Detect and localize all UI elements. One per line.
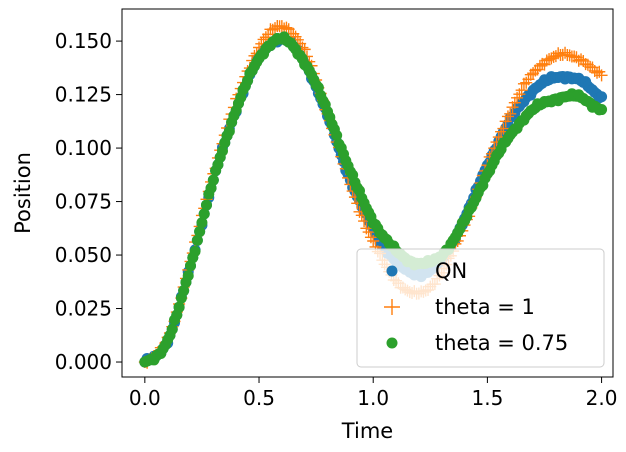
legend-box — [356, 248, 605, 368]
data-point — [508, 96, 521, 109]
legend-label: theta = 1 — [435, 295, 535, 319]
y-tick-label: 0.150 — [55, 29, 112, 53]
data-point — [331, 129, 343, 141]
data-point — [166, 323, 178, 335]
data-point — [194, 226, 206, 238]
y-tick-label: 0.050 — [55, 243, 112, 267]
data-point — [196, 217, 208, 229]
legend-label: QN — [435, 259, 467, 283]
data-point — [200, 199, 212, 211]
data-point — [515, 84, 528, 97]
data-point — [198, 208, 210, 220]
data-point — [495, 125, 508, 138]
x-tick-label: 0.5 — [243, 386, 275, 410]
data-point — [207, 174, 219, 186]
y-tick-label: 0.025 — [55, 297, 112, 321]
y-tick-label: 0.125 — [55, 83, 112, 107]
data-point — [191, 234, 203, 246]
legend-marker — [386, 265, 398, 277]
data-point — [287, 27, 300, 40]
y-axis-label: Position — [11, 152, 35, 234]
x-axis-label: Time — [341, 419, 393, 443]
legend: QN theta = 1 theta = 0.75 — [356, 248, 605, 368]
data-point — [362, 226, 375, 239]
data-point — [497, 122, 510, 135]
axes: 0.0 0.5 1.0 1.5 2.0 0.000 0.025 0.050 0.075 0.100… — [55, 8, 618, 410]
x-tick-label: 0.0 — [129, 386, 161, 410]
data-point — [596, 91, 608, 103]
data-point — [189, 245, 201, 257]
data-point — [216, 145, 228, 157]
y-tick-label: 0.100 — [55, 136, 112, 160]
legend-label: theta = 0.75 — [435, 331, 568, 355]
legend-marker — [384, 299, 400, 315]
data-point — [367, 235, 380, 248]
data-point — [504, 107, 517, 120]
x-tick-label: 1.5 — [471, 386, 503, 410]
y-tick-label: 0.075 — [55, 190, 112, 214]
legend-marker — [386, 337, 398, 349]
data-point — [596, 104, 608, 116]
y-tick-label: 0.000 — [55, 350, 112, 374]
data-point — [178, 285, 190, 297]
data-point — [595, 69, 608, 82]
x-tick-label: 2.0 — [586, 386, 618, 410]
data-point — [173, 301, 185, 313]
data-point — [501, 110, 514, 123]
data-point — [499, 115, 512, 128]
data-point — [223, 125, 235, 137]
axes-frame — [121, 8, 614, 378]
data-point — [182, 270, 194, 282]
x-tick-label: 1.0 — [357, 386, 389, 410]
